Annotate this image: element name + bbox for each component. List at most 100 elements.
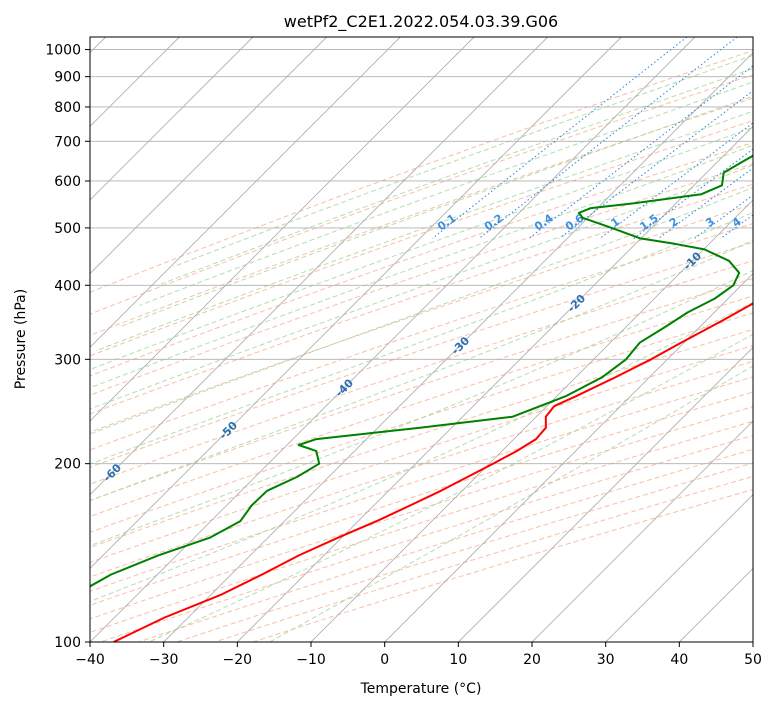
x-tick-label: −40 xyxy=(75,652,105,668)
mixing-ratio-label: 0.1 xyxy=(435,212,458,234)
y-tick-label: 600 xyxy=(54,174,81,190)
mixing-ratio-line xyxy=(760,37,775,238)
dry-adiabat-line xyxy=(90,406,753,620)
isotherm-label: -10 xyxy=(681,249,704,272)
dry-adiabat-line xyxy=(214,475,753,642)
x-tick-label: 10 xyxy=(449,652,467,668)
moist-adiabat-line xyxy=(95,110,753,352)
dry-adiabat-line xyxy=(90,278,753,502)
isotherm-label: -60 xyxy=(101,461,124,484)
isotherm-line xyxy=(90,37,696,642)
mixing-ratio-line xyxy=(432,37,688,239)
y-tick-label: 400 xyxy=(54,278,81,294)
mixing-ratio-line xyxy=(658,167,753,239)
dry-adiabat-line xyxy=(100,434,753,642)
isotherm-label: -50 xyxy=(217,419,240,442)
mixing-ratio-labels: 0.10.20.40.611.52346810131620253036 xyxy=(435,211,775,234)
dry-adiabat-line xyxy=(90,97,753,336)
moist-adiabat-line xyxy=(90,126,753,371)
mixing-ratio-line xyxy=(720,214,753,239)
isotherm-line xyxy=(90,37,401,348)
moist-adiabat-line xyxy=(118,95,753,328)
sounding-series xyxy=(90,154,753,642)
isotherm-line xyxy=(90,37,254,201)
moist-adiabat-line xyxy=(90,239,753,502)
isotherm-line xyxy=(237,125,753,642)
plot-frame xyxy=(89,36,754,643)
isotherm-line xyxy=(458,346,753,642)
isotherm-line xyxy=(384,273,753,642)
x-tick-label: 50 xyxy=(744,652,762,668)
dry-adiabat-line xyxy=(90,203,753,433)
plot-area: -100-90-80-70-60-50-40-30-20-10010203040… xyxy=(0,37,775,642)
y-tick-label: 100 xyxy=(54,635,81,651)
x-tick-label: 30 xyxy=(597,652,615,668)
isotherm-label: -20 xyxy=(565,292,588,315)
y-axis: 100 200 300 400 500 600 700 800 900 1000 xyxy=(45,43,90,651)
dry-adiabat-line xyxy=(90,50,753,293)
isotherm-line xyxy=(679,567,753,642)
y-tick-label: 200 xyxy=(54,457,81,473)
mixing-ratio-label: 0.6 xyxy=(563,211,587,233)
dry-adiabat-line xyxy=(90,360,753,578)
moist-adiabat-line xyxy=(90,212,753,465)
background-lines xyxy=(90,37,775,642)
isotherm-label: -70 xyxy=(0,503,8,526)
dry-adiabat-line xyxy=(90,120,753,357)
x-tick-label: −20 xyxy=(223,652,253,668)
dry-adiabat-line xyxy=(90,260,753,485)
mixing-ratio-line xyxy=(633,148,753,239)
dry-adiabat-line xyxy=(90,376,753,592)
moist-adiabat-line xyxy=(139,81,753,306)
mixing-ratio-label: 6 xyxy=(769,215,775,230)
isotherm-label: -30 xyxy=(449,334,472,357)
y-tick-label: 800 xyxy=(54,100,81,116)
y-tick-label: 500 xyxy=(54,221,81,237)
moist-adiabat-line xyxy=(90,269,753,547)
isotherm-line xyxy=(531,420,753,642)
isotherm-line xyxy=(90,37,622,569)
dry-adiabat-line xyxy=(90,241,753,468)
mixing-ratio-line xyxy=(599,122,753,239)
y-axis-label: Pressure (hPa) xyxy=(13,289,29,389)
isotherm-line xyxy=(90,37,327,275)
x-axis-label: Temperature (°C) xyxy=(360,681,482,697)
moist-adiabat-line xyxy=(90,301,753,603)
isotherm-line xyxy=(752,641,753,642)
dry-adiabat-line xyxy=(90,163,753,396)
moist-adiabat-line xyxy=(90,144,753,389)
dry-adiabat-line xyxy=(90,345,753,563)
mixing-ratio-line xyxy=(478,37,738,239)
chart-title: wetPf2_C2E1.2022.054.03.39.G06 xyxy=(284,12,558,32)
dry-adiabat-line xyxy=(90,295,753,518)
isotherm-line xyxy=(605,494,753,642)
moist-adiabat-line xyxy=(173,54,753,268)
x-tick-label: 20 xyxy=(523,652,541,668)
x-axis: −40 −30 −20 −10 0 10 20 30 40 50 xyxy=(75,642,762,668)
isotherm-line xyxy=(90,37,475,422)
x-tick-label: −30 xyxy=(149,652,179,668)
dry-adiabat-line xyxy=(90,183,753,415)
mixing-ratio-line xyxy=(694,194,753,239)
dry-adiabat-line xyxy=(90,141,753,377)
isotherm-line xyxy=(90,37,548,496)
isotherm-line xyxy=(310,199,753,642)
moist-adiabat-line xyxy=(90,186,753,435)
x-tick-label: −10 xyxy=(296,652,326,668)
y-tick-label: 300 xyxy=(54,352,81,368)
mixing-ratio-line xyxy=(559,90,753,239)
y-tick-label: 700 xyxy=(54,134,81,150)
isotherm-line xyxy=(163,52,753,642)
dewpoint-line xyxy=(90,154,753,588)
dry-adiabat-line xyxy=(90,328,753,548)
dry-adiabat-line xyxy=(90,391,753,606)
dry-adiabat-line xyxy=(90,312,753,533)
dry-adiabat-line xyxy=(90,222,753,451)
x-tick-label: 40 xyxy=(670,652,688,668)
y-tick-label: 900 xyxy=(54,70,81,86)
temperature-line xyxy=(113,302,753,642)
moist-adiabat-line xyxy=(90,164,753,410)
moist-adiabat-line xyxy=(157,67,753,286)
